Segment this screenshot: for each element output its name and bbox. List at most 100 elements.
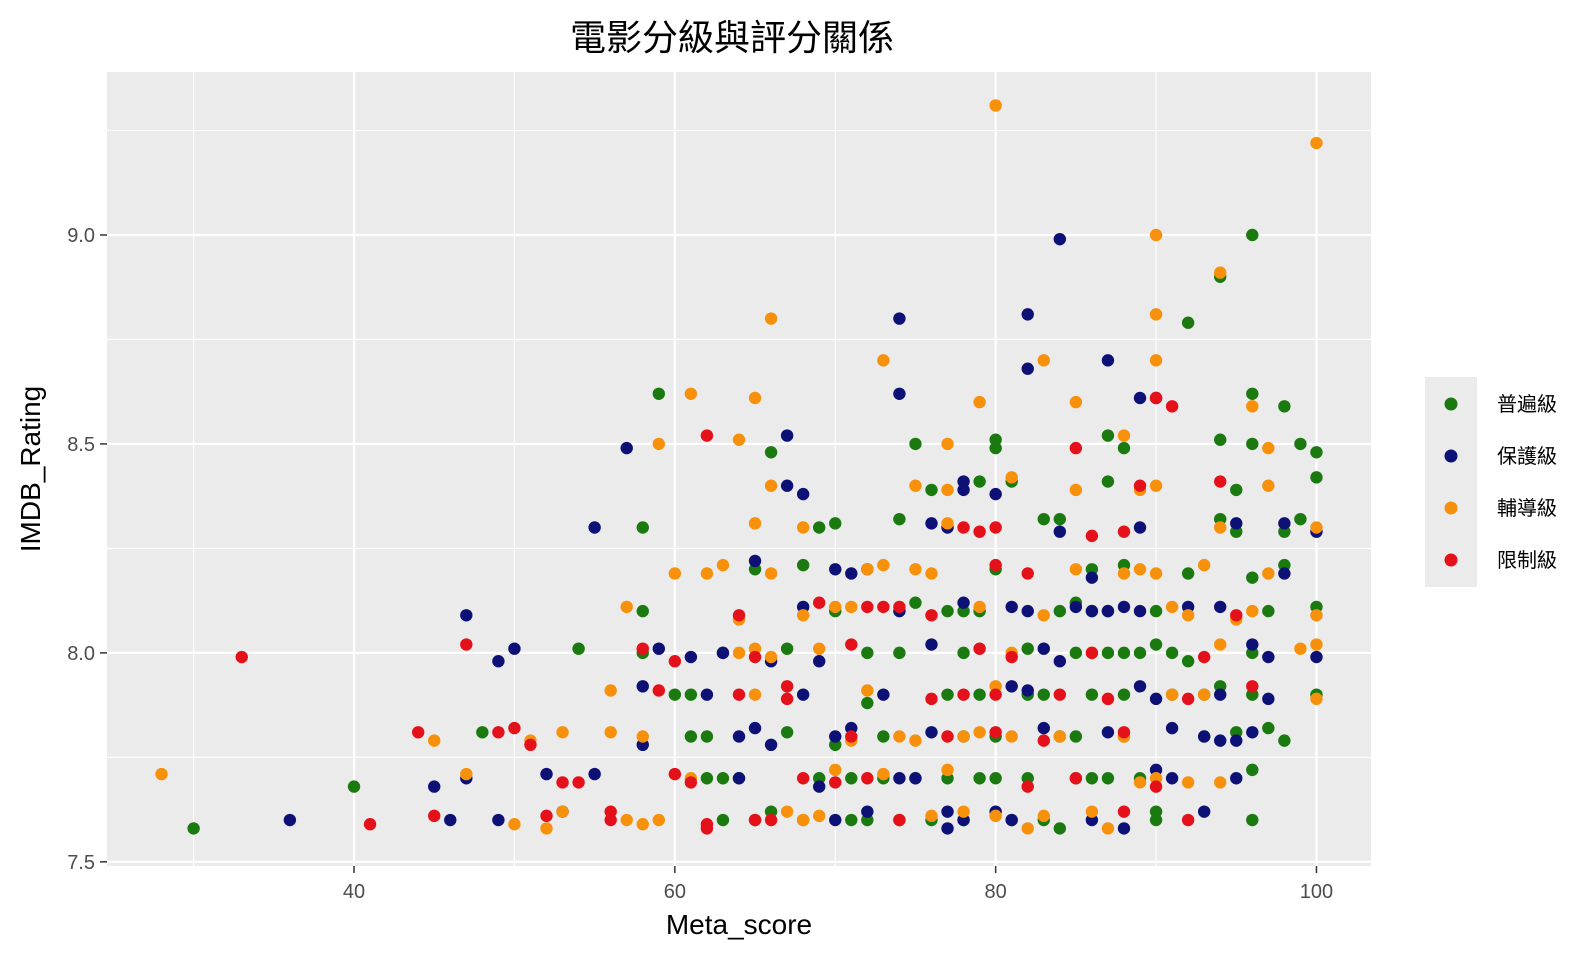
data-point [1069, 483, 1083, 497]
data-point [845, 772, 858, 785]
data-point [780, 642, 794, 655]
legend-key-4 [1444, 553, 1458, 567]
data-point [1294, 437, 1307, 451]
data-point [1005, 471, 1018, 484]
data-point [1117, 646, 1131, 660]
data-point [732, 609, 746, 622]
data-point [1133, 604, 1147, 618]
data-point [925, 483, 938, 497]
y-tick-label: 9.0 [67, 225, 95, 247]
data-point [1101, 646, 1115, 660]
data-point [941, 822, 954, 835]
data-point [1021, 567, 1034, 580]
data-point [1149, 813, 1163, 827]
data-point [780, 805, 794, 818]
data-point [1117, 567, 1131, 580]
data-point [1310, 609, 1323, 622]
data-point [283, 813, 297, 827]
data-point [1149, 228, 1163, 242]
data-point [829, 763, 842, 777]
data-point [1246, 387, 1259, 400]
data-point [1133, 680, 1147, 693]
data-point [1069, 395, 1083, 409]
x-tick-label: 60 [664, 881, 686, 903]
data-point [684, 688, 698, 701]
data-point [1310, 692, 1323, 706]
data-point [1053, 525, 1067, 538]
data-point [1117, 805, 1131, 818]
data-point [909, 479, 922, 492]
data-point [1246, 571, 1259, 584]
data-point [957, 596, 970, 609]
data-point [909, 596, 922, 609]
data-point [748, 813, 762, 827]
data-point [556, 776, 569, 789]
data-point [1005, 730, 1018, 743]
data-point [588, 767, 601, 781]
data-point [492, 655, 505, 668]
data-point [764, 446, 778, 459]
data-point [684, 650, 698, 664]
data-point [636, 521, 649, 534]
data-point [1149, 604, 1163, 618]
data-point [1085, 772, 1099, 785]
data-point [1069, 772, 1083, 785]
data-point [764, 738, 778, 752]
data-point [941, 517, 954, 530]
data-point [1117, 441, 1131, 455]
data-point [1117, 726, 1131, 739]
data-point [1246, 400, 1259, 413]
data-point [732, 646, 746, 660]
data-point [652, 813, 665, 827]
data-point [973, 642, 986, 655]
data-point [1246, 813, 1259, 827]
x-tick-label: 100 [1300, 881, 1333, 903]
series-2-points [283, 232, 1323, 835]
data-point [1069, 563, 1083, 576]
data-point [1310, 650, 1323, 664]
data-point [893, 387, 906, 400]
data-point [861, 772, 874, 785]
data-point [1101, 822, 1115, 835]
data-point [1278, 517, 1291, 530]
data-point [861, 646, 874, 660]
data-point [748, 391, 762, 405]
data-point [1037, 721, 1050, 735]
data-point [492, 813, 505, 827]
data-point [620, 600, 633, 614]
legend-key-background [1425, 377, 1477, 587]
data-point [989, 558, 1002, 572]
data-point [1230, 772, 1243, 785]
data-point [1181, 609, 1195, 622]
data-point [1165, 400, 1179, 413]
data-point [748, 688, 762, 701]
data-point [1149, 638, 1163, 651]
data-point [813, 521, 826, 534]
data-point [235, 650, 248, 664]
data-point [1197, 688, 1211, 701]
data-point [1310, 638, 1323, 651]
series-4-points [235, 391, 1259, 835]
data-point [1005, 680, 1018, 693]
data-point [973, 525, 986, 538]
data-point [732, 772, 746, 785]
data-point [508, 642, 521, 655]
data-point [1310, 521, 1323, 534]
data-point [941, 730, 954, 743]
data-point [1262, 692, 1275, 706]
data-point [796, 688, 810, 701]
data-point [1181, 316, 1195, 329]
data-point [957, 730, 970, 743]
data-point [1053, 822, 1067, 835]
data-point [1069, 441, 1083, 455]
data-point [620, 813, 633, 827]
data-point [796, 558, 810, 572]
data-point [764, 479, 778, 492]
data-point [652, 387, 665, 400]
data-point [716, 646, 730, 660]
data-point [1294, 512, 1307, 526]
data-point [155, 767, 168, 781]
data-point [829, 563, 842, 576]
data-point [732, 730, 746, 743]
data-point [893, 512, 906, 526]
